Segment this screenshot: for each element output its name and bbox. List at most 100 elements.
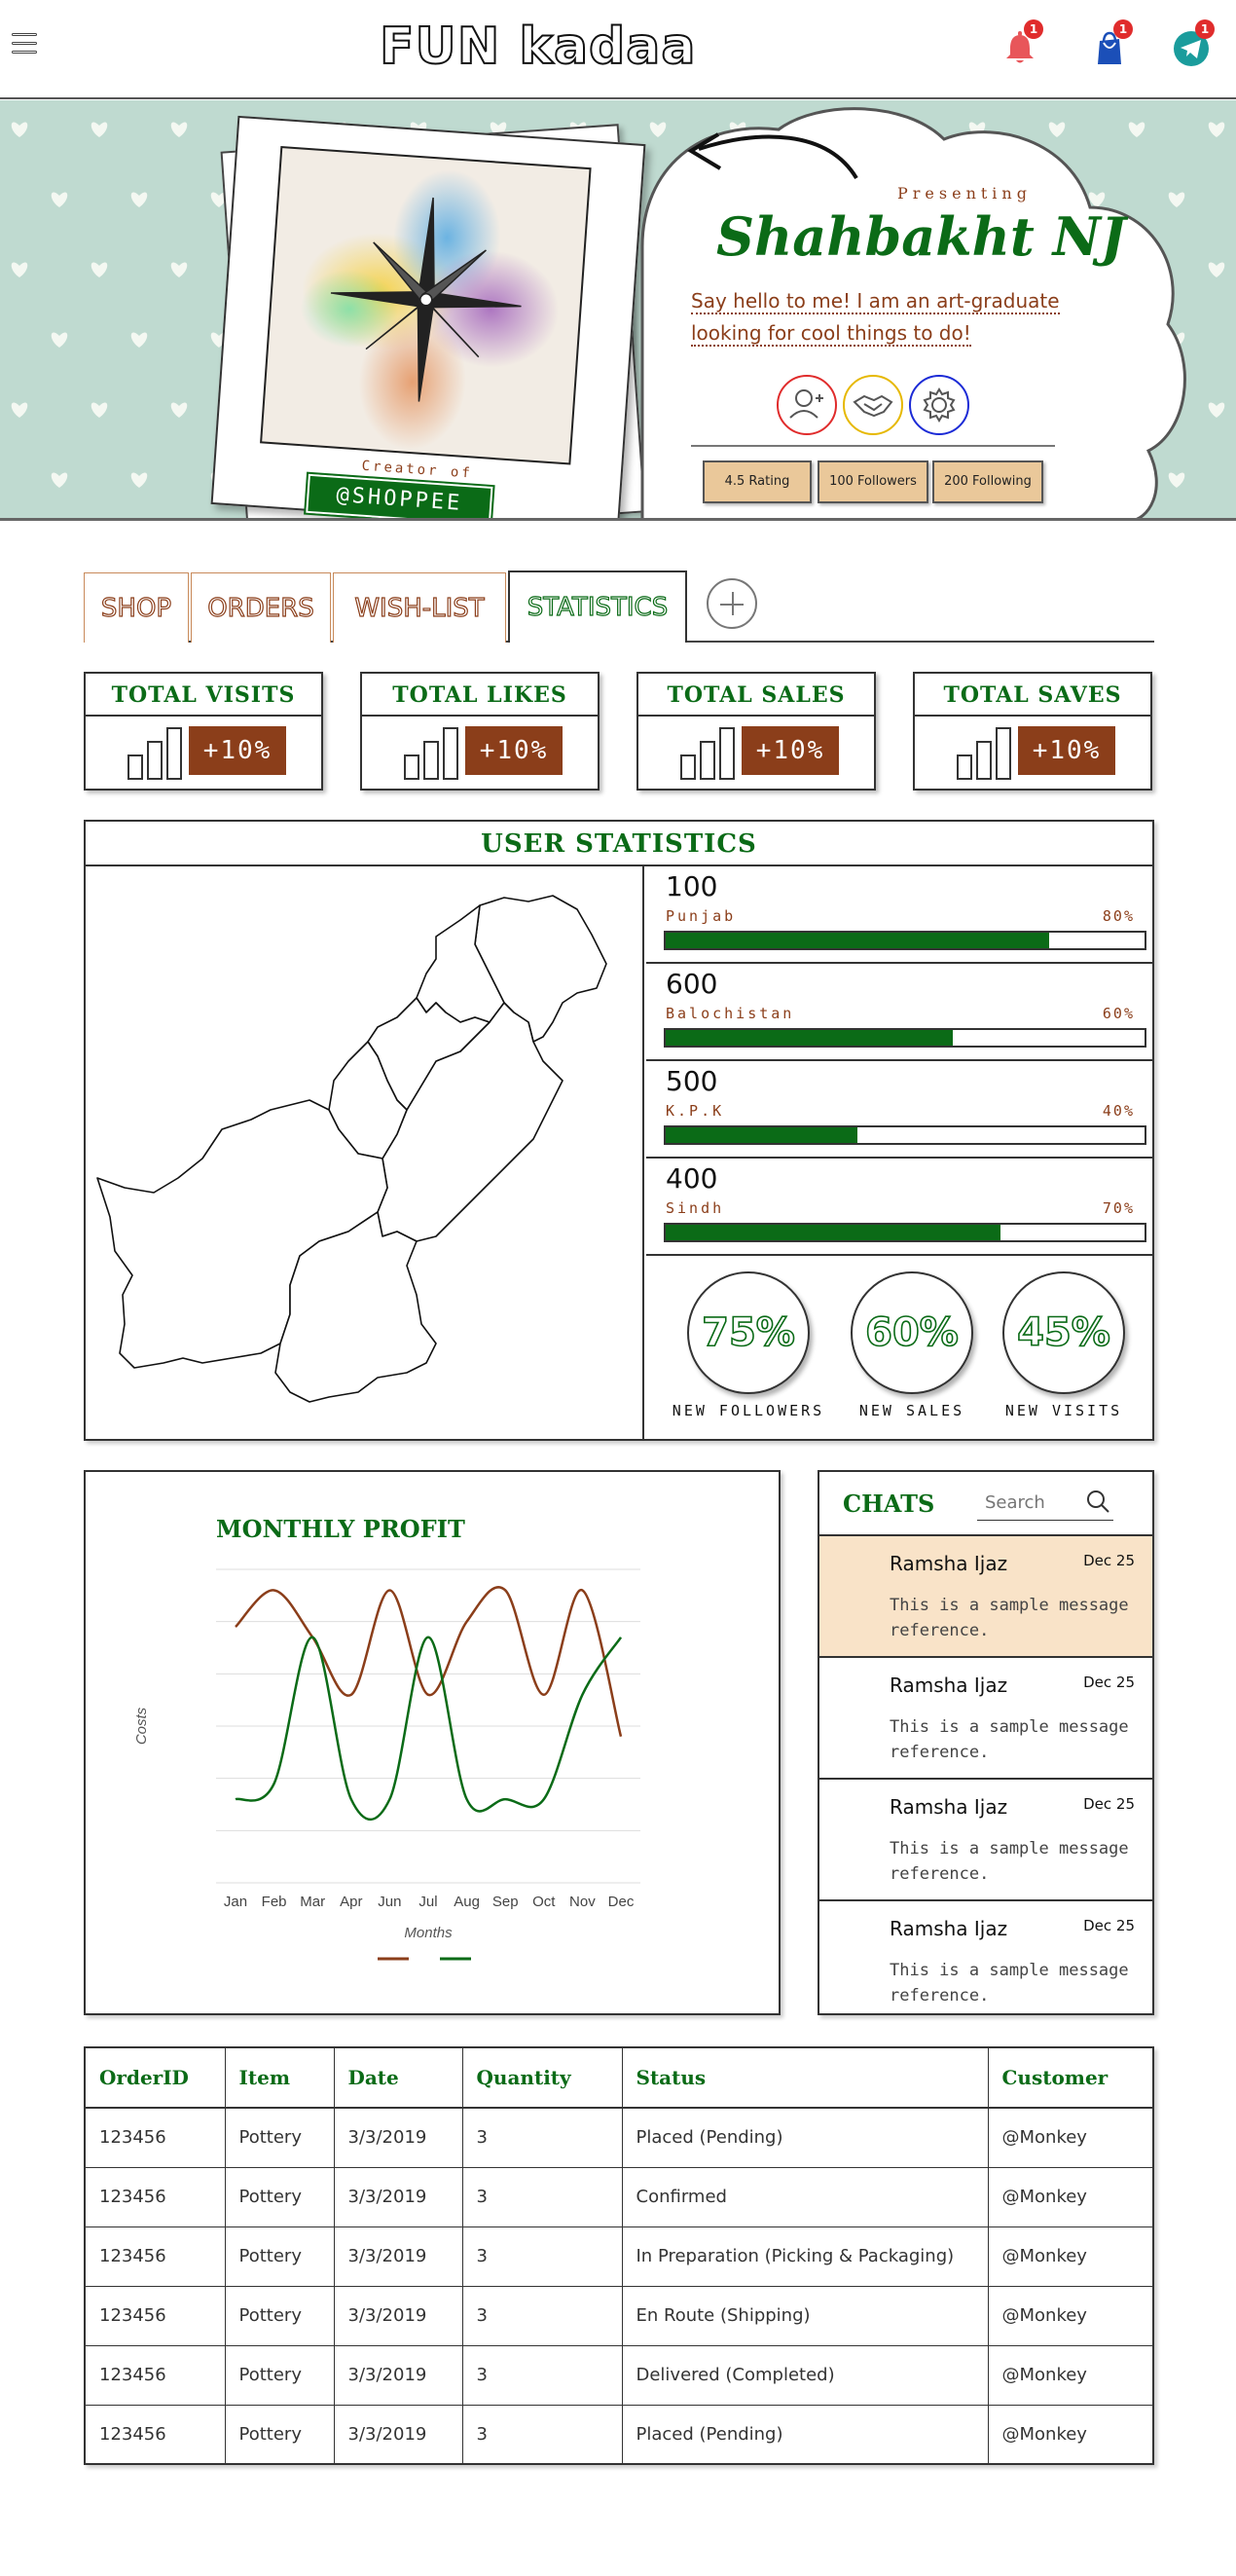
region-progress-fill [666,1127,857,1143]
table-row[interactable]: 123456 Pottery 3/3/2019 3 Placed (Pending) @M… [85,2108,1153,2168]
chats-panel: CHATS Ramsha Ijaz Dec 25 This is a sampl… [818,1470,1154,2015]
ring-new-followers: 75% [687,1271,810,1394]
region-value: 500 [666,1065,718,1097]
notifications-badge: 1 [1024,19,1043,39]
chats-header: CHATS [819,1472,1152,1536]
customer-cell: @Monkey [988,2286,1153,2346]
kpi-change: +10% [1018,726,1115,775]
heart-pattern-mark [170,402,188,418]
settings-button[interactable] [909,375,969,435]
date-cell: 3/3/2019 [334,2108,463,2168]
app-logo[interactable]: FUN kadaa [379,17,697,77]
order-id-cell: 123456 [85,2108,226,2168]
region-progress-bar [664,1223,1146,1242]
cart-badge: 1 [1113,19,1133,39]
heart-pattern-mark [1168,472,1185,488]
follow-button[interactable] [777,375,837,435]
kpi-change: +10% [189,726,286,775]
table-row[interactable]: 123456 Pottery 3/3/2019 3 Confirmed @Monkey [85,2167,1153,2227]
region-stat-balochistan: 600 Balochistan 60% [646,964,1154,1061]
status-cell: In Preparation (Picking & Packaging) [622,2226,989,2287]
tab-wish-list[interactable]: WISH-LIST [333,572,506,643]
kpi-title: TOTAL SALES [638,674,874,717]
column-header[interactable]: Quantity [462,2047,623,2109]
customer-cell: @Monkey [988,2226,1153,2287]
tab-orders[interactable]: ORDERS [191,572,331,643]
status-cell: Placed (Pending) [622,2108,989,2168]
item-cell: Pottery [225,2286,335,2346]
heart-pattern-mark [1208,122,1225,137]
bar-chart-icon [404,727,458,780]
monthly-profit-chart: Jan Feb Mar Apr Jun Jul Aug Sep Oct Nov Dec Months C… [133,1568,640,1961]
profile-divider [691,445,1055,447]
heart-pattern-mark [1048,122,1066,137]
following-stat[interactable]: 200 Following [932,460,1043,503]
y-axis-label: Costs [133,1707,150,1745]
cart-button[interactable]: 1 [1090,19,1133,68]
column-header[interactable]: OrderID [85,2047,226,2109]
item-cell: Pottery [225,2405,335,2465]
bell-icon [1006,31,1034,63]
ring-label: NEW SALES [858,1402,965,1419]
table-row[interactable]: 123456 Pottery 3/3/2019 3 En Route (Shipping… [85,2286,1153,2346]
tab-shop[interactable]: SHOP [84,572,189,643]
heart-pattern-mark [130,472,148,488]
region-percent: 80% [1102,907,1135,925]
notifications-button[interactable]: 1 [1000,19,1043,68]
profile-hero: Creator of @SHOPPEE Presenting Shahbakht… [0,100,1236,521]
x-tick-label: Dec [608,1894,635,1910]
region-name: Sindh [666,1199,725,1217]
heart-pattern-mark [649,122,667,137]
status-cell: Delivered (Completed) [622,2345,989,2406]
pakistan-map[interactable] [86,866,644,1439]
table-row[interactable]: 123456 Pottery 3/3/2019 3 Delivered (Complet… [85,2345,1153,2406]
hamburger-menu-icon[interactable] [12,33,39,64]
chat-item[interactable]: Ramsha Ijaz Dec 25 This is a sample mess… [819,1536,1152,1658]
region-progress-fill [666,1225,1001,1240]
date-cell: 3/3/2019 [334,2405,463,2465]
order-id-cell: 123456 [85,2167,226,2227]
column-header[interactable]: Customer [988,2047,1153,2109]
rating-stat[interactable]: 4.5 Rating [703,460,812,503]
messages-button[interactable]: 1 [1172,19,1215,68]
region-percent: 60% [1102,1005,1135,1022]
heart-pattern-mark [1168,192,1185,207]
region-progress-fill [666,1030,954,1046]
chat-item[interactable]: Ramsha Ijaz Dec 25 This is a sample mess… [819,1780,1152,1901]
chat-search-input[interactable] [977,1486,1113,1521]
region-name: Punjab [666,907,737,925]
column-header[interactable]: Date [334,2047,463,2109]
table-row[interactable]: 123456 Pottery 3/3/2019 3 Placed (Pending) @M… [85,2405,1153,2465]
chat-item[interactable]: Ramsha Ijaz Dec 25 This is a sample mess… [819,1901,1152,2013]
table-row[interactable]: 123456 Pottery 3/3/2019 3 In Preparation (Pi… [85,2226,1153,2287]
column-header[interactable]: Status [622,2047,989,2109]
kpi-total-likes: TOTAL LIKES +10% [360,672,600,791]
followers-stat[interactable]: 100 Followers [818,460,928,503]
top-bar: FUN kadaa 1 1 1 [0,0,1236,99]
item-cell: Pottery [225,2226,335,2287]
presenting-label: Presenting [897,184,1032,202]
x-tick-label: Mar [300,1894,325,1910]
search-icon[interactable] [1084,1488,1111,1515]
kpi-total-visits: TOTAL VISITS +10% [84,672,323,791]
heart-pattern-mark [91,262,108,277]
heart-pattern-mark [130,192,148,207]
region-percent: 40% [1102,1102,1135,1120]
x-axis-label: Months [404,1925,453,1941]
column-header[interactable]: Item [225,2047,335,2109]
chat-date: Dec 25 [1083,1552,1135,1569]
add-tab-button[interactable] [707,578,757,629]
pakistan-map-outline [96,895,607,1403]
collaborate-button[interactable] [843,375,903,435]
heart-pattern-mark [130,332,148,348]
x-tick-label: Sep [492,1894,519,1910]
tab-statistics[interactable]: STATISTICS [508,570,687,643]
x-tick-label: Jul [418,1894,437,1910]
handshake-icon [853,394,893,418]
chats-title: CHATS [843,1490,935,1518]
profile-photo [260,145,592,465]
heart-pattern-mark [11,262,28,277]
order-id-cell: 123456 [85,2286,226,2346]
quantity-cell: 3 [462,2286,623,2346]
chat-item[interactable]: Ramsha Ijaz Dec 25 This is a sample mess… [819,1658,1152,1780]
